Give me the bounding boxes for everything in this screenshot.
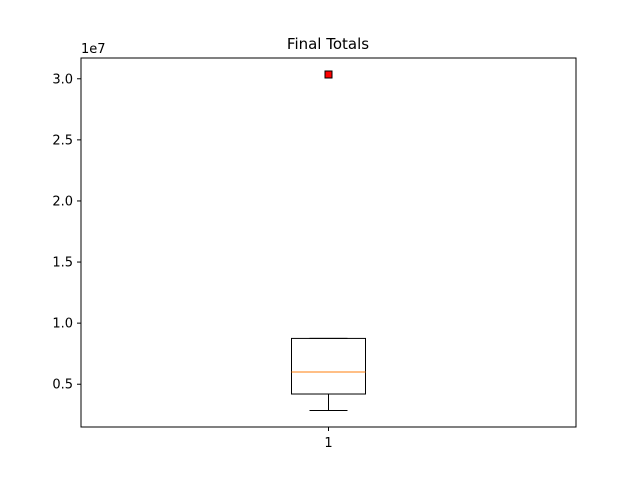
y-tick-label: 2.0 <box>52 194 73 209</box>
chart-title: Final Totals <box>287 35 369 53</box>
outlier-point <box>324 70 333 79</box>
x-tick-label: 1 <box>324 436 332 451</box>
y-tick-label: 2.5 <box>52 133 73 148</box>
y-tick-label: 3.0 <box>52 72 73 87</box>
box-iqr <box>291 337 366 395</box>
axes: 0.5 1.0 1.5 2.0 2.5 3.0 1 <box>52 57 577 451</box>
y-tick-label: 1.5 <box>52 256 73 271</box>
y-tick-label: 0.5 <box>52 378 73 393</box>
y-offset-label: 1e7 <box>81 42 106 57</box>
plot-marks <box>291 70 366 412</box>
y-tick-label: 1.0 <box>52 317 73 332</box>
